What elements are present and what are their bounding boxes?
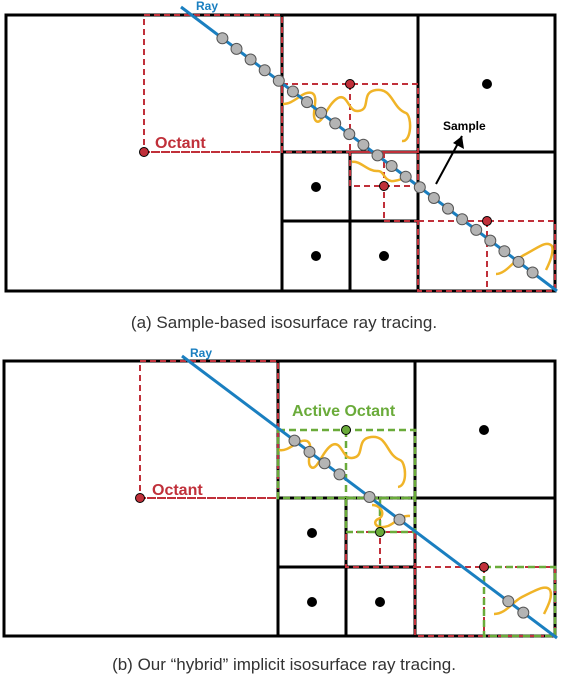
sample-point [286, 85, 299, 98]
sample-point [216, 32, 229, 45]
caption-panel-b: (b) Our “hybrid” implicit isosurface ray… [112, 655, 456, 674]
sample-point [301, 96, 313, 109]
sample-point [288, 434, 301, 447]
sample-point [393, 513, 406, 526]
sample-point [315, 106, 328, 119]
sample-point [413, 181, 426, 194]
sample-point [343, 128, 356, 141]
sample-point [272, 74, 285, 87]
sample-point [526, 266, 539, 279]
sample-points [216, 32, 539, 279]
panel-a-sample-based: Ray Octant Sample [4, 0, 558, 293]
sample-point [512, 255, 525, 268]
active-octant-label: Active Octant [292, 403, 396, 420]
panel-b-hybrid-implicit: Ray Octant Active Octant [2, 346, 558, 640]
sample-point [484, 234, 497, 247]
sample-point [303, 445, 316, 458]
sample-point [333, 468, 346, 481]
node-centers [307, 425, 489, 607]
sample-points [288, 434, 530, 619]
octree-grid [4, 13, 557, 293]
ray-label: Ray [196, 0, 218, 13]
sample-point [456, 213, 469, 226]
octant-label: Octant [155, 135, 206, 152]
sample-point [230, 42, 243, 55]
sample-point [329, 117, 342, 130]
isosurface-curves [282, 88, 554, 276]
octant-center-points [135, 425, 489, 572]
sample-point [442, 202, 454, 215]
octant-label: Octant [152, 482, 203, 499]
octree-grid [2, 359, 557, 638]
sample-label: Sample [443, 119, 486, 133]
sample-point [399, 170, 412, 183]
sample-point [244, 53, 257, 66]
sample-point [498, 245, 511, 258]
sample-point [371, 149, 384, 162]
sample-arrow [435, 135, 464, 185]
sample-point [357, 138, 370, 151]
sample-point [385, 160, 398, 172]
sample-point [470, 223, 483, 236]
sample-point [502, 595, 515, 608]
sample-point [427, 192, 440, 204]
sample-point [258, 64, 271, 77]
sample-point [517, 606, 530, 619]
ray-label: Ray [190, 346, 212, 360]
sample-point [363, 491, 376, 503]
sample-point [318, 457, 331, 470]
octant-center-points [139, 79, 492, 226]
caption-panel-a: (a) Sample-based isosurface ray tracing. [130, 313, 438, 332]
node-centers [311, 79, 492, 261]
